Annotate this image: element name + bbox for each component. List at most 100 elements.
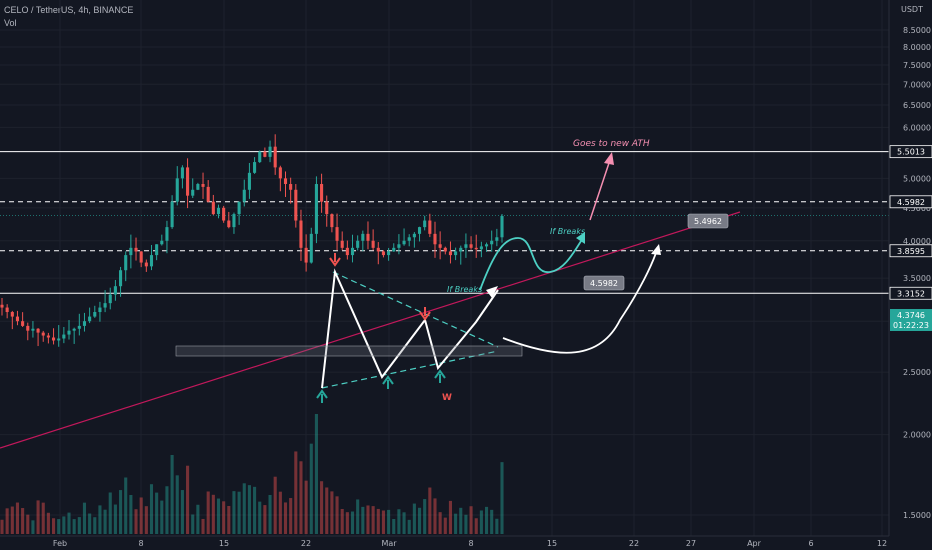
callout-4-5982: 4.5982 (583, 275, 625, 291)
volume-bar-27 (139, 497, 143, 534)
pink-ath-arrow (589, 159, 611, 221)
candle-body-11 (57, 338, 61, 341)
candle-body-18 (93, 312, 97, 317)
candle-body-25 (129, 247, 133, 256)
volume-bar-13 (67, 512, 71, 534)
candle-body-75 (387, 251, 391, 256)
symbol-title: CELO / TetherUS, 4h, BINANCE (4, 5, 134, 15)
callout-5-4962-text: 5.4962 (694, 217, 722, 226)
y-tick-7: 5.0000 (903, 174, 931, 183)
candle-body-85 (438, 244, 442, 248)
level-badge-text-2: 3.8595 (897, 247, 925, 256)
candle-body-27 (139, 251, 143, 263)
candle-body-74 (381, 251, 385, 256)
teal-projection-curve (479, 237, 584, 291)
candle-body-61 (314, 184, 318, 234)
x-tick-8: 27 (686, 539, 696, 548)
volume-bar-57 (294, 451, 298, 534)
volume-bar-32 (165, 486, 169, 534)
volume-bar-81 (417, 507, 422, 534)
candle-body-4 (21, 321, 25, 326)
candle-body-63 (325, 201, 329, 215)
volume-bar-2 (10, 506, 14, 534)
volume-bar-86 (443, 517, 447, 534)
candle-body-43 (222, 207, 226, 221)
candle-body-16 (82, 321, 87, 326)
zigzag-arrowhead (486, 286, 498, 298)
candle-body-0 (0, 304, 4, 308)
candle-body-73 (376, 247, 380, 252)
x-axis[interactable] (0, 535, 932, 550)
volume-bar-90 (464, 514, 468, 534)
volume-bar-80 (412, 503, 416, 534)
volume-bar-58 (299, 461, 303, 534)
x-tick-3: 22 (301, 539, 311, 548)
candle-body-66 (340, 240, 344, 248)
candle-body-29 (149, 255, 154, 267)
candle-body-28 (144, 262, 148, 267)
candle-body-72 (371, 240, 375, 248)
candle-body-22 (113, 286, 117, 295)
level-badge-3 (889, 286, 932, 300)
callout-4-5982-text: 4.5982 (590, 279, 618, 288)
volume-bar-44 (227, 505, 231, 534)
x-tick-9: Apr (747, 539, 762, 548)
candle-body-69 (356, 240, 360, 248)
current-price-timer: 01:22:23 (893, 321, 929, 330)
volume-bar-14 (72, 519, 76, 534)
candle-body-65 (335, 227, 339, 241)
y-tick-1: 8.0000 (903, 43, 931, 52)
candle-body-2 (10, 312, 14, 317)
volume-bar-54 (278, 491, 282, 534)
volume-bar-17 (88, 513, 92, 534)
candle-body-76 (392, 247, 396, 252)
volume-bar-67 (345, 512, 349, 534)
annotation-if-breaks-lower: If Breaks (447, 285, 482, 294)
volume-bar-9 (46, 512, 50, 534)
volume-bar-51 (263, 505, 267, 534)
candle-body-80 (412, 233, 416, 238)
volume-bar-38 (196, 504, 200, 534)
volume-bar-11 (57, 519, 61, 534)
candle-body-67 (345, 247, 349, 256)
candle-body-42 (216, 207, 221, 215)
level-badge-text-0: 5.5013 (897, 148, 925, 157)
candle-body-6 (31, 328, 35, 331)
candle-body-91 (469, 244, 473, 248)
candle-body-78 (402, 240, 406, 245)
volume-bar-55 (283, 502, 288, 534)
candle-body-68 (350, 247, 355, 256)
drawings (0, 152, 741, 449)
y-tick-8: 4.5000 (903, 204, 931, 213)
volume-bar-23 (119, 490, 123, 534)
volume-bar-96 (495, 518, 499, 534)
volume-bar-7 (36, 500, 40, 534)
red-down-arrow-1 (329, 253, 341, 267)
x-tick-labels: Feb 8 15 22 Mar 8 15 22 27 Apr 6 12 (53, 539, 887, 548)
x-tick-0: Feb (53, 539, 67, 548)
volume-bar-42 (216, 498, 221, 534)
horizontal-levels (0, 151, 889, 294)
volume-bar-36 (186, 465, 190, 534)
callout-5-4962: 5.4962 (687, 213, 729, 229)
level-badge-2 (889, 244, 932, 258)
candle-body-60 (309, 233, 313, 263)
level-badges: 5.5013 4.5982 3.8595 3.3152 (889, 145, 932, 300)
volume-bar-68 (350, 511, 355, 534)
candle-body-45 (232, 214, 236, 228)
pink-ath-arrowhead (604, 152, 614, 165)
y-tick-14: 1.5000 (903, 511, 931, 520)
volume-bar-84 (433, 498, 437, 534)
y-tick-12: 2.5000 (903, 368, 931, 377)
volume-bar-65 (335, 496, 339, 534)
candle-body-49 (253, 162, 257, 173)
volume-bar-40 (206, 491, 210, 534)
volume-bar-45 (232, 491, 236, 534)
y-axis[interactable]: USDT (888, 0, 932, 536)
candle-body-23 (119, 270, 123, 287)
candle-body-1 (5, 307, 9, 313)
volume-bar-89 (459, 507, 463, 534)
candle-body-59 (304, 247, 308, 263)
